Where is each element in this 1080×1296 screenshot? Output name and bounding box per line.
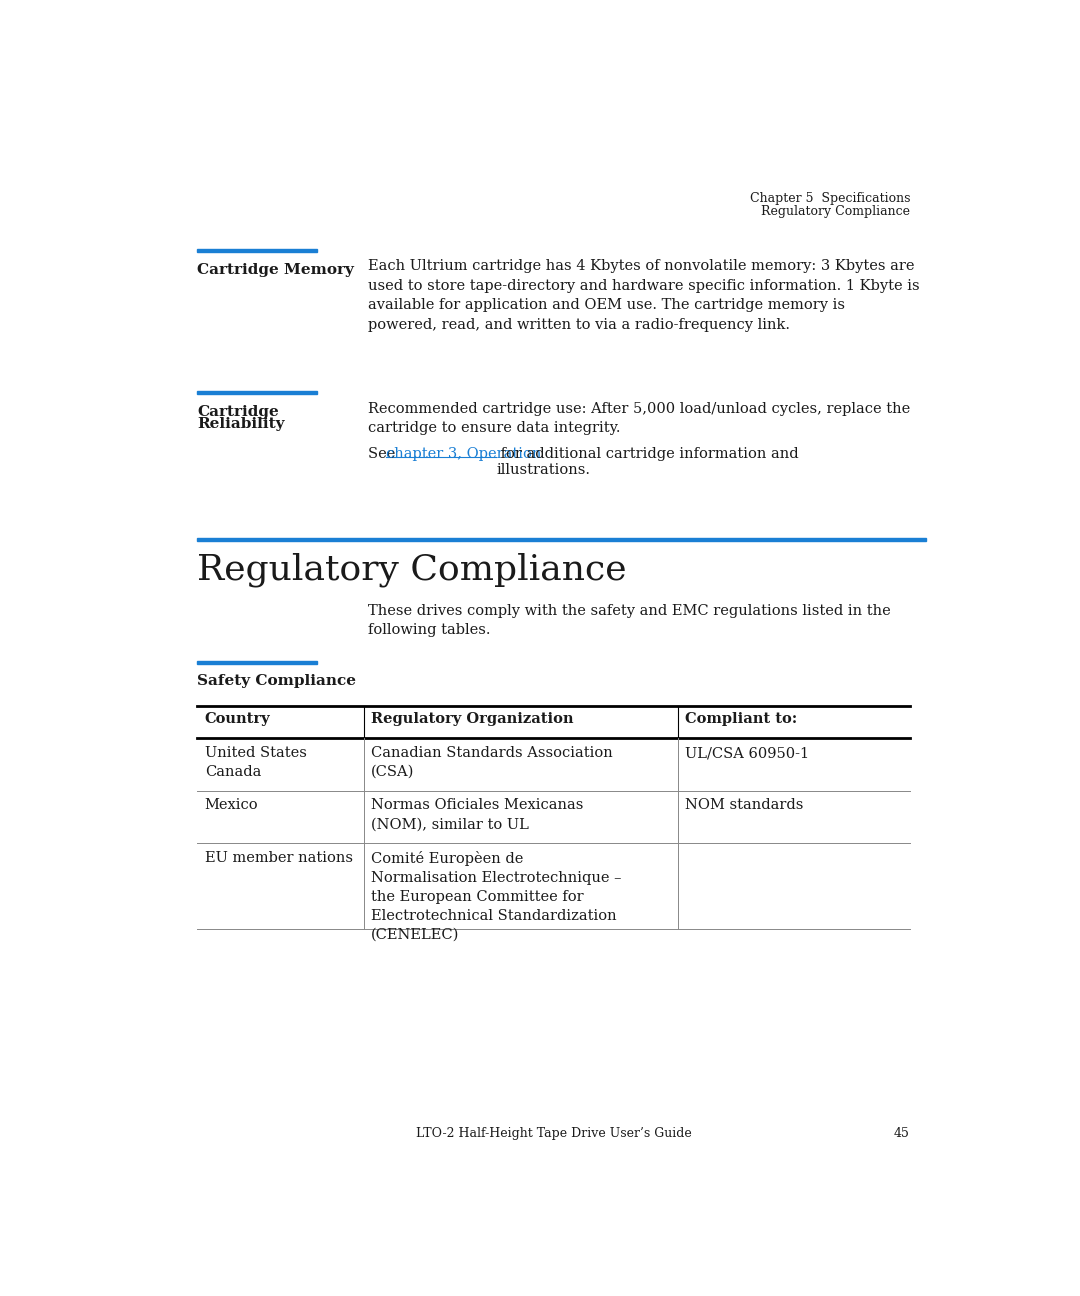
Text: Canadian Standards Association
(CSA): Canadian Standards Association (CSA)	[372, 746, 613, 779]
Text: Country: Country	[205, 713, 270, 726]
Text: See: See	[367, 447, 400, 460]
Text: LTO-2 Half-Height Tape Drive User’s Guide: LTO-2 Half-Height Tape Drive User’s Guid…	[416, 1128, 691, 1140]
Text: Regulatory Organization: Regulatory Organization	[372, 713, 573, 726]
Text: Compliant to:: Compliant to:	[685, 713, 797, 726]
Text: Regulatory Compliance: Regulatory Compliance	[197, 552, 626, 587]
Text: Regulatory Compliance: Regulatory Compliance	[761, 205, 910, 218]
Text: These drives comply with the safety and EMC regulations listed in the
following : These drives comply with the safety and …	[367, 604, 890, 638]
Text: Reliability: Reliability	[197, 417, 284, 432]
Bar	[197, 249, 318, 251]
Bar	[197, 538, 926, 540]
Text: NOM standards: NOM standards	[685, 798, 804, 813]
Text: 45: 45	[894, 1128, 910, 1140]
Text: chapter 3, Operation: chapter 3, Operation	[387, 447, 541, 460]
Text: Cartridge: Cartridge	[197, 404, 279, 419]
Text: Mexico: Mexico	[205, 798, 258, 813]
Text: Comité Europèen de
Normalisation Electrotechnique –
the European Committee for
E: Comité Europèen de Normalisation Electro…	[372, 851, 622, 942]
Bar	[197, 661, 318, 664]
Text: for additional cartridge information and
illustrations.: for additional cartridge information and…	[496, 447, 799, 477]
Text: UL/CSA 60950-1: UL/CSA 60950-1	[685, 746, 809, 761]
Text: Recommended cartridge use: After 5,000 load/unload cycles, replace the
cartridge: Recommended cartridge use: After 5,000 l…	[367, 402, 909, 435]
Text: Normas Oficiales Mexicanas
(NOM), similar to UL: Normas Oficiales Mexicanas (NOM), simila…	[372, 798, 584, 832]
Text: United States
Canada: United States Canada	[205, 746, 307, 779]
Text: Cartridge Memory: Cartridge Memory	[197, 263, 354, 276]
Text: Safety Compliance: Safety Compliance	[197, 674, 356, 688]
Bar	[197, 391, 318, 394]
Text: Each Ultrium cartridge has 4 Kbytes of nonvolatile memory: 3 Kbytes are
used to : Each Ultrium cartridge has 4 Kbytes of n…	[367, 259, 919, 332]
Text: Chapter 5  Specifications: Chapter 5 Specifications	[750, 193, 910, 206]
Text: EU member nations: EU member nations	[205, 851, 353, 864]
